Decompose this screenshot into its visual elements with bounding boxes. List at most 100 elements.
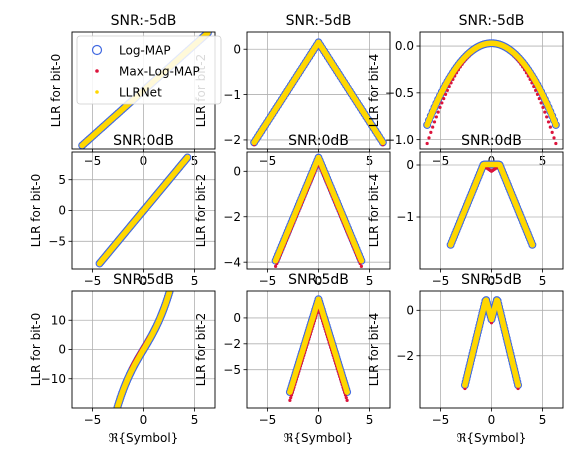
y-tick-label: 10 (51, 313, 66, 327)
x-tick-label: 5 (539, 413, 547, 427)
y-tick-label: −5 (223, 363, 241, 377)
maxlogmap-point (438, 105, 442, 110)
maxlogmap-point (550, 130, 554, 135)
llrnet-series (96, 154, 191, 267)
y-tick-label: 0 (58, 204, 66, 218)
y-tick-label: −5 (48, 234, 66, 248)
x-tick-label: −5 (432, 413, 450, 427)
subplot-title: SNR:-5dB (111, 13, 177, 29)
maxlogmap-point (546, 120, 551, 124)
maxlogmap-point (543, 110, 547, 114)
legend-label: Log-MAP (119, 44, 171, 58)
scatter-points (271, 153, 366, 269)
maxlogmap-point (436, 110, 440, 114)
y-tick-label: 5 (58, 173, 66, 187)
y-tick-label: −2 (223, 133, 241, 147)
maxlogmap-point (442, 96, 446, 101)
logmap-point (113, 409, 120, 416)
subplot-8: −5 0 5 0 −2 −5 SNR:5dB LLR for bit-2 ℜ{Symbol} (194, 272, 391, 445)
maxlogmap-point (274, 264, 278, 269)
x-tick-label: −5 (432, 274, 450, 288)
y-tick-label: 0.0 (395, 39, 414, 53)
subplot-6: −5 0 5 0 −1 SNR:0dB LLR for bit-4 (367, 133, 564, 288)
legend-box (76, 35, 222, 105)
x-tick-label: 0 (315, 413, 323, 427)
maxlogmap-point (345, 398, 349, 402)
subplot-title: SNR:5dB (288, 272, 349, 288)
maxlogmap-point (445, 88, 449, 92)
maxlogmap-point (288, 398, 292, 402)
y-tick-label: −4 (223, 255, 241, 269)
scatter-points (113, 291, 174, 416)
x-axis-label: ℜ{Symbol} (284, 431, 354, 445)
subplot-title: SNR:5dB (113, 272, 174, 288)
maxlogmap-point (532, 84, 536, 89)
maxlogmap-point (535, 92, 540, 97)
y-tick-label: −2 (223, 210, 241, 224)
subplot-5: −5 0 5 0 −2 −4 SNR:0dB LLR for bit-2 (194, 133, 391, 288)
scatter-points (250, 38, 387, 147)
y-tick-label: −0.5 (385, 86, 414, 100)
y-axis-label: LLR for bit-4 (367, 54, 381, 127)
subplot-4: −5 0 5 5 0 −5 SNR:0dB LLR for bit-0 (29, 133, 216, 288)
subplot-9: −5 0 5 0 −2 SNR:5dB LLR for bit-4 ℜ{Symbol} (367, 272, 564, 445)
y-axis-label: LLR for bit-4 (367, 174, 381, 247)
maxlogmap-point (443, 92, 448, 97)
x-tick-label: 0 (140, 274, 148, 288)
legend-marker-logmap (91, 44, 103, 56)
subplot-title: SNR:0dB (288, 133, 349, 149)
x-tick-label: 5 (191, 274, 199, 288)
maxlogmap-point (434, 115, 438, 119)
maxlogmap-point (359, 264, 363, 269)
subplot-7: −5 0 5 10 0 −10 SNR:5dB LLR for bit-0 ℜ{Symbol} (29, 272, 216, 445)
y-tick-label: 0 (406, 158, 414, 172)
y-tick-label: 0 (233, 311, 241, 325)
legend-marker-maxlogmap (95, 69, 99, 73)
maxlogmap-point (344, 396, 348, 400)
subplot-title: SNR:5dB (461, 272, 522, 288)
maxlogmap-point (114, 408, 117, 411)
subplot-title: SNR:0dB (461, 133, 522, 149)
y-axis-label: LLR for bit-0 (29, 174, 43, 247)
x-tick-label: 5 (366, 274, 374, 288)
scatter-points (95, 153, 192, 268)
maxlogmap-point (429, 130, 433, 135)
legend: Log-MAP Max-Log-MAP LLRNet (76, 35, 222, 105)
x-tick-label: −5 (84, 413, 102, 427)
x-tick-label: 0 (315, 274, 323, 288)
maxlogmap-point (545, 115, 549, 119)
y-tick-label: −10 (41, 372, 66, 386)
x-axis-label: ℜ{Symbol} (109, 431, 179, 445)
maxlogmap-point (552, 136, 556, 140)
y-tick-label: 0 (233, 42, 241, 56)
y-tick-label: −2 (396, 349, 414, 363)
x-tick-label: −5 (259, 274, 277, 288)
llrnet-series (272, 154, 365, 264)
scatter-points (460, 296, 523, 391)
legend-label: Max-Log-MAP (119, 65, 200, 79)
y-axis-label: LLR for bit-4 (367, 313, 381, 386)
maxlogmap-point (537, 96, 541, 101)
maxlogmap-point (432, 120, 437, 124)
legend-label: LLRNet (119, 86, 162, 100)
subplot-title: SNR:-5dB (286, 13, 352, 29)
subplot-title: SNR:-5dB (459, 13, 525, 29)
x-tick-label: 5 (366, 413, 374, 427)
y-axis-label: LLR for bit-0 (49, 54, 63, 127)
maxlogmap-point (554, 141, 558, 146)
y-tick-label: −2 (223, 337, 241, 351)
y-tick-label: 0 (58, 343, 66, 357)
y-tick-label: −1.0 (385, 133, 414, 147)
y-tick-label: −1 (223, 88, 241, 102)
y-axis-label: LLR for bit-2 (194, 313, 208, 386)
maxlogmap-point (427, 136, 431, 140)
llrnet-series (447, 161, 536, 248)
x-tick-label: −5 (84, 274, 102, 288)
llrnet-series (287, 296, 350, 395)
llrnet-series (114, 291, 173, 408)
subplot-title: SNR:0dB (113, 133, 174, 149)
x-tick-label: 0 (140, 413, 148, 427)
maxlogmap-point (431, 125, 435, 129)
legend-marker-llrnet (95, 90, 99, 94)
